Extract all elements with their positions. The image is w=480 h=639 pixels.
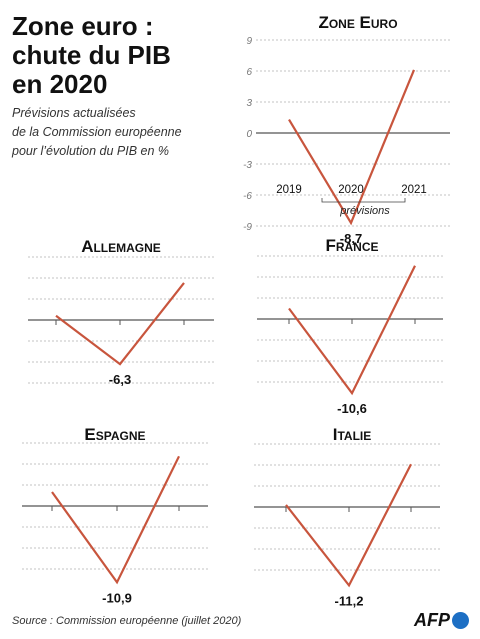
- value-label-allemagne: -6,3: [109, 372, 131, 387]
- chart-title-allemagne: Allemagne: [81, 237, 161, 256]
- chart-title-espagne: Espagne: [84, 425, 145, 444]
- series-line-allemagne: [55, 282, 185, 366]
- chart-title-france: France: [325, 236, 378, 255]
- y-tick-label-zone-euro: 0: [246, 129, 252, 140]
- value-label-italie: -11,2: [335, 593, 364, 608]
- forecast-label: prévisions: [339, 205, 390, 217]
- y-tick-label-zone-euro: 9: [246, 36, 252, 47]
- series-line-espagne: [51, 455, 180, 585]
- chart-title-italie: Italie: [333, 425, 372, 444]
- value-label-espagne: -10,9: [102, 590, 132, 605]
- page-title: Zone euro : chute du PIB en 2020: [12, 11, 171, 99]
- value-label-zone-euro: -8,7: [340, 231, 362, 246]
- y-tick-label-zone-euro: -6: [243, 191, 252, 202]
- x-tick-label-zone-euro: 2019: [276, 184, 302, 196]
- y-tick-label-zone-euro: -3: [243, 160, 252, 171]
- y-tick-label-zone-euro: -9: [243, 222, 252, 233]
- forecast-bracket: [321, 198, 406, 203]
- afp-logo: AFP: [414, 610, 469, 631]
- series-line-france: [288, 265, 416, 396]
- x-tick-label-zone-euro: 2020: [338, 184, 364, 196]
- y-tick-label-zone-euro: 3: [246, 98, 252, 109]
- x-tick-label-zone-euro: 2021: [401, 184, 427, 196]
- series-line-zone-euro: [288, 69, 416, 226]
- source-note: Source : Commission européenne (juillet …: [12, 615, 242, 627]
- page-subtitle: Prévisions actualisées de la Commission …: [12, 106, 182, 158]
- chart-title-zone-euro: Zone Euro: [318, 13, 397, 32]
- afp-logo-dot-icon: [452, 612, 469, 629]
- value-label-france: -10,6: [337, 401, 367, 416]
- y-tick-label-zone-euro: 6: [246, 67, 252, 78]
- series-line-italie: [285, 463, 412, 588]
